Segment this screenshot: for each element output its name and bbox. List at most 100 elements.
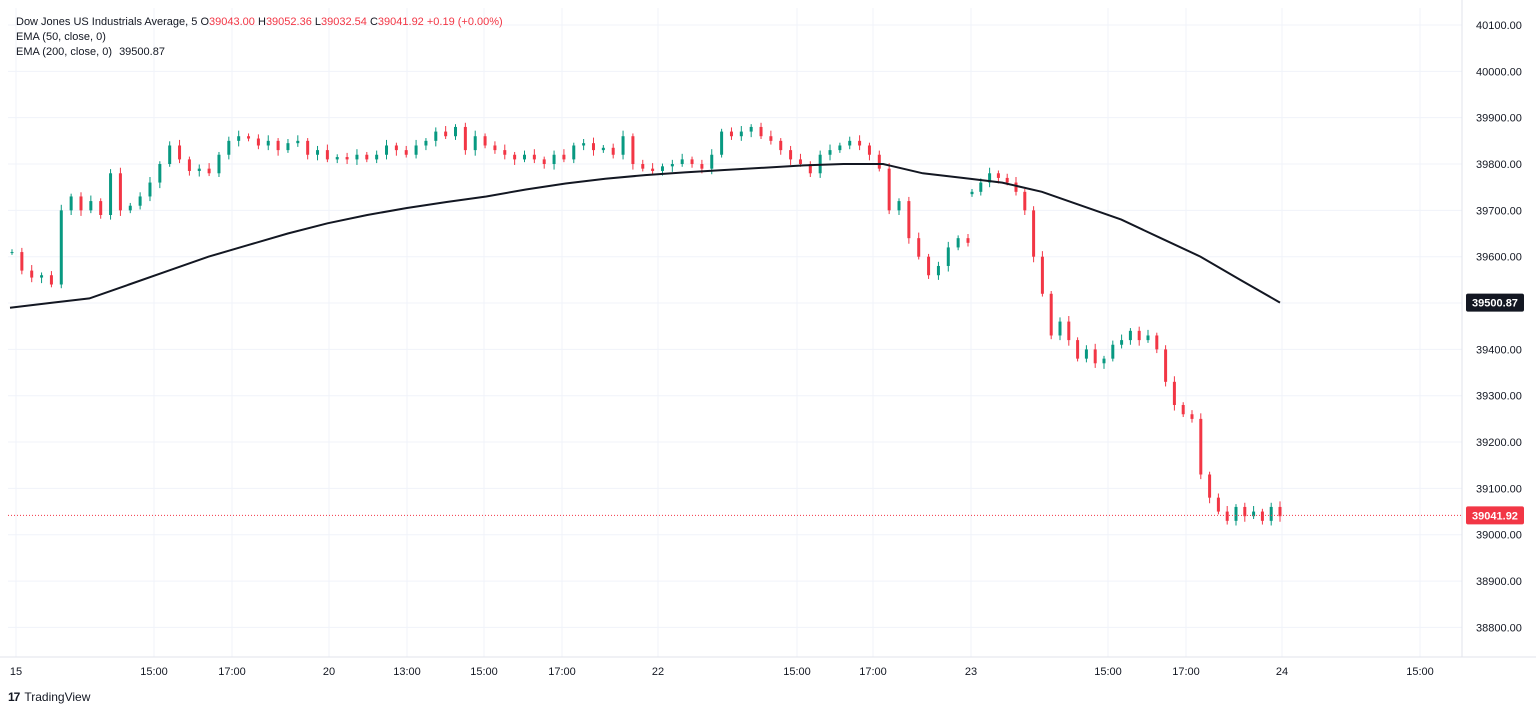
candle <box>394 145 398 151</box>
candle <box>1225 511 1229 521</box>
x-tick-label: 22 <box>652 666 664 678</box>
candle <box>444 131 448 137</box>
candle <box>276 140 280 151</box>
candle <box>49 275 53 285</box>
candle <box>1032 210 1036 257</box>
candle <box>148 182 152 197</box>
candle <box>1023 191 1027 211</box>
candle <box>532 154 536 160</box>
candle <box>79 196 83 211</box>
y-tick-label: 40000.00 <box>1476 66 1522 78</box>
candle <box>493 145 497 151</box>
x-tick-label: 17:00 <box>1172 666 1200 678</box>
candle <box>1005 177 1009 183</box>
candle <box>1067 321 1071 341</box>
candle <box>30 270 34 278</box>
candle <box>375 154 379 160</box>
candle <box>641 164 645 169</box>
candle <box>1076 340 1080 359</box>
y-tick-label: 39300.00 <box>1476 391 1522 403</box>
candle <box>286 143 290 151</box>
candle <box>808 164 812 174</box>
y-tick-label: 39600.00 <box>1476 252 1522 264</box>
candle <box>601 147 605 151</box>
x-tick-label: 17:00 <box>218 666 246 678</box>
candle <box>503 150 507 155</box>
ohlc-low: L39032.54 <box>314 16 367 28</box>
candle <box>591 143 595 151</box>
candle <box>848 140 852 146</box>
candle <box>838 145 842 151</box>
candle <box>759 126 763 137</box>
candle <box>128 205 132 211</box>
candle <box>858 140 862 146</box>
candle <box>454 126 458 137</box>
ohlc-close: C39041.92 <box>369 16 424 28</box>
candle <box>1093 349 1097 364</box>
candle <box>10 252 14 254</box>
price-change: +0.19 (+0.00%) <box>426 16 503 28</box>
candle <box>69 196 73 211</box>
candle <box>1058 321 1062 336</box>
candle <box>178 145 182 160</box>
ema200-value: 39500.87 <box>119 46 165 58</box>
candle <box>365 154 369 160</box>
candle <box>690 159 694 165</box>
candle <box>434 131 438 141</box>
tradingview-logo[interactable]: 17 TradingView <box>8 690 90 704</box>
candle <box>207 168 211 174</box>
candle <box>1084 349 1088 359</box>
candle <box>1040 256 1044 294</box>
ema200-price-tag <box>1466 293 1524 312</box>
x-tick-label: 15:00 <box>470 666 498 678</box>
candle <box>749 126 753 132</box>
candle <box>1102 358 1106 364</box>
candle <box>1190 414 1194 419</box>
y-tick-label: 39900.00 <box>1476 113 1522 125</box>
x-tick-label: 23 <box>965 666 977 678</box>
candle <box>345 157 349 160</box>
candle <box>118 173 122 211</box>
candle <box>789 150 793 160</box>
x-tick-label: 15:00 <box>1094 666 1122 678</box>
candle <box>522 154 526 160</box>
candle <box>325 150 329 160</box>
y-tick-label: 39200.00 <box>1476 437 1522 449</box>
ema200-row[interactable]: EMA (200, close, 0) 39500.87 <box>16 45 503 60</box>
candle <box>907 201 911 239</box>
ema50-row[interactable]: EMA (50, close, 0) <box>16 30 503 45</box>
brand-text: TradingView <box>24 690 91 704</box>
candle <box>1128 330 1132 341</box>
candle <box>1146 335 1150 341</box>
candle <box>867 145 871 155</box>
candle <box>1252 511 1256 517</box>
candle <box>1199 418 1203 475</box>
candle <box>877 154 881 169</box>
candle <box>306 140 310 155</box>
candle <box>936 265 940 276</box>
candle <box>1269 506 1273 521</box>
candle <box>1278 506 1282 517</box>
x-tick-label: 13:00 <box>393 666 421 678</box>
candle <box>187 159 191 171</box>
candle <box>237 136 241 141</box>
candle <box>966 238 970 243</box>
last-price-tag-label: 39041.92 <box>1472 510 1518 522</box>
candle <box>335 157 339 160</box>
y-tick-label: 40100.00 <box>1476 20 1522 32</box>
y-tick-label: 39700.00 <box>1476 205 1522 217</box>
candle <box>927 256 931 276</box>
candle <box>266 140 270 146</box>
candle <box>197 168 201 171</box>
symbol-row: Dow Jones US Industrials Average, 5 O390… <box>16 15 503 30</box>
candle <box>1234 506 1238 521</box>
candle <box>483 136 487 146</box>
chart-legend: Dow Jones US Industrials Average, 5 O390… <box>16 15 503 60</box>
x-tick-label: 20 <box>323 666 335 678</box>
candle <box>1181 404 1185 415</box>
candle <box>138 196 142 206</box>
ema50-label: EMA (50, close, 0) <box>16 31 106 43</box>
x-tick-label: 15:00 <box>140 666 168 678</box>
candle <box>996 173 1000 178</box>
